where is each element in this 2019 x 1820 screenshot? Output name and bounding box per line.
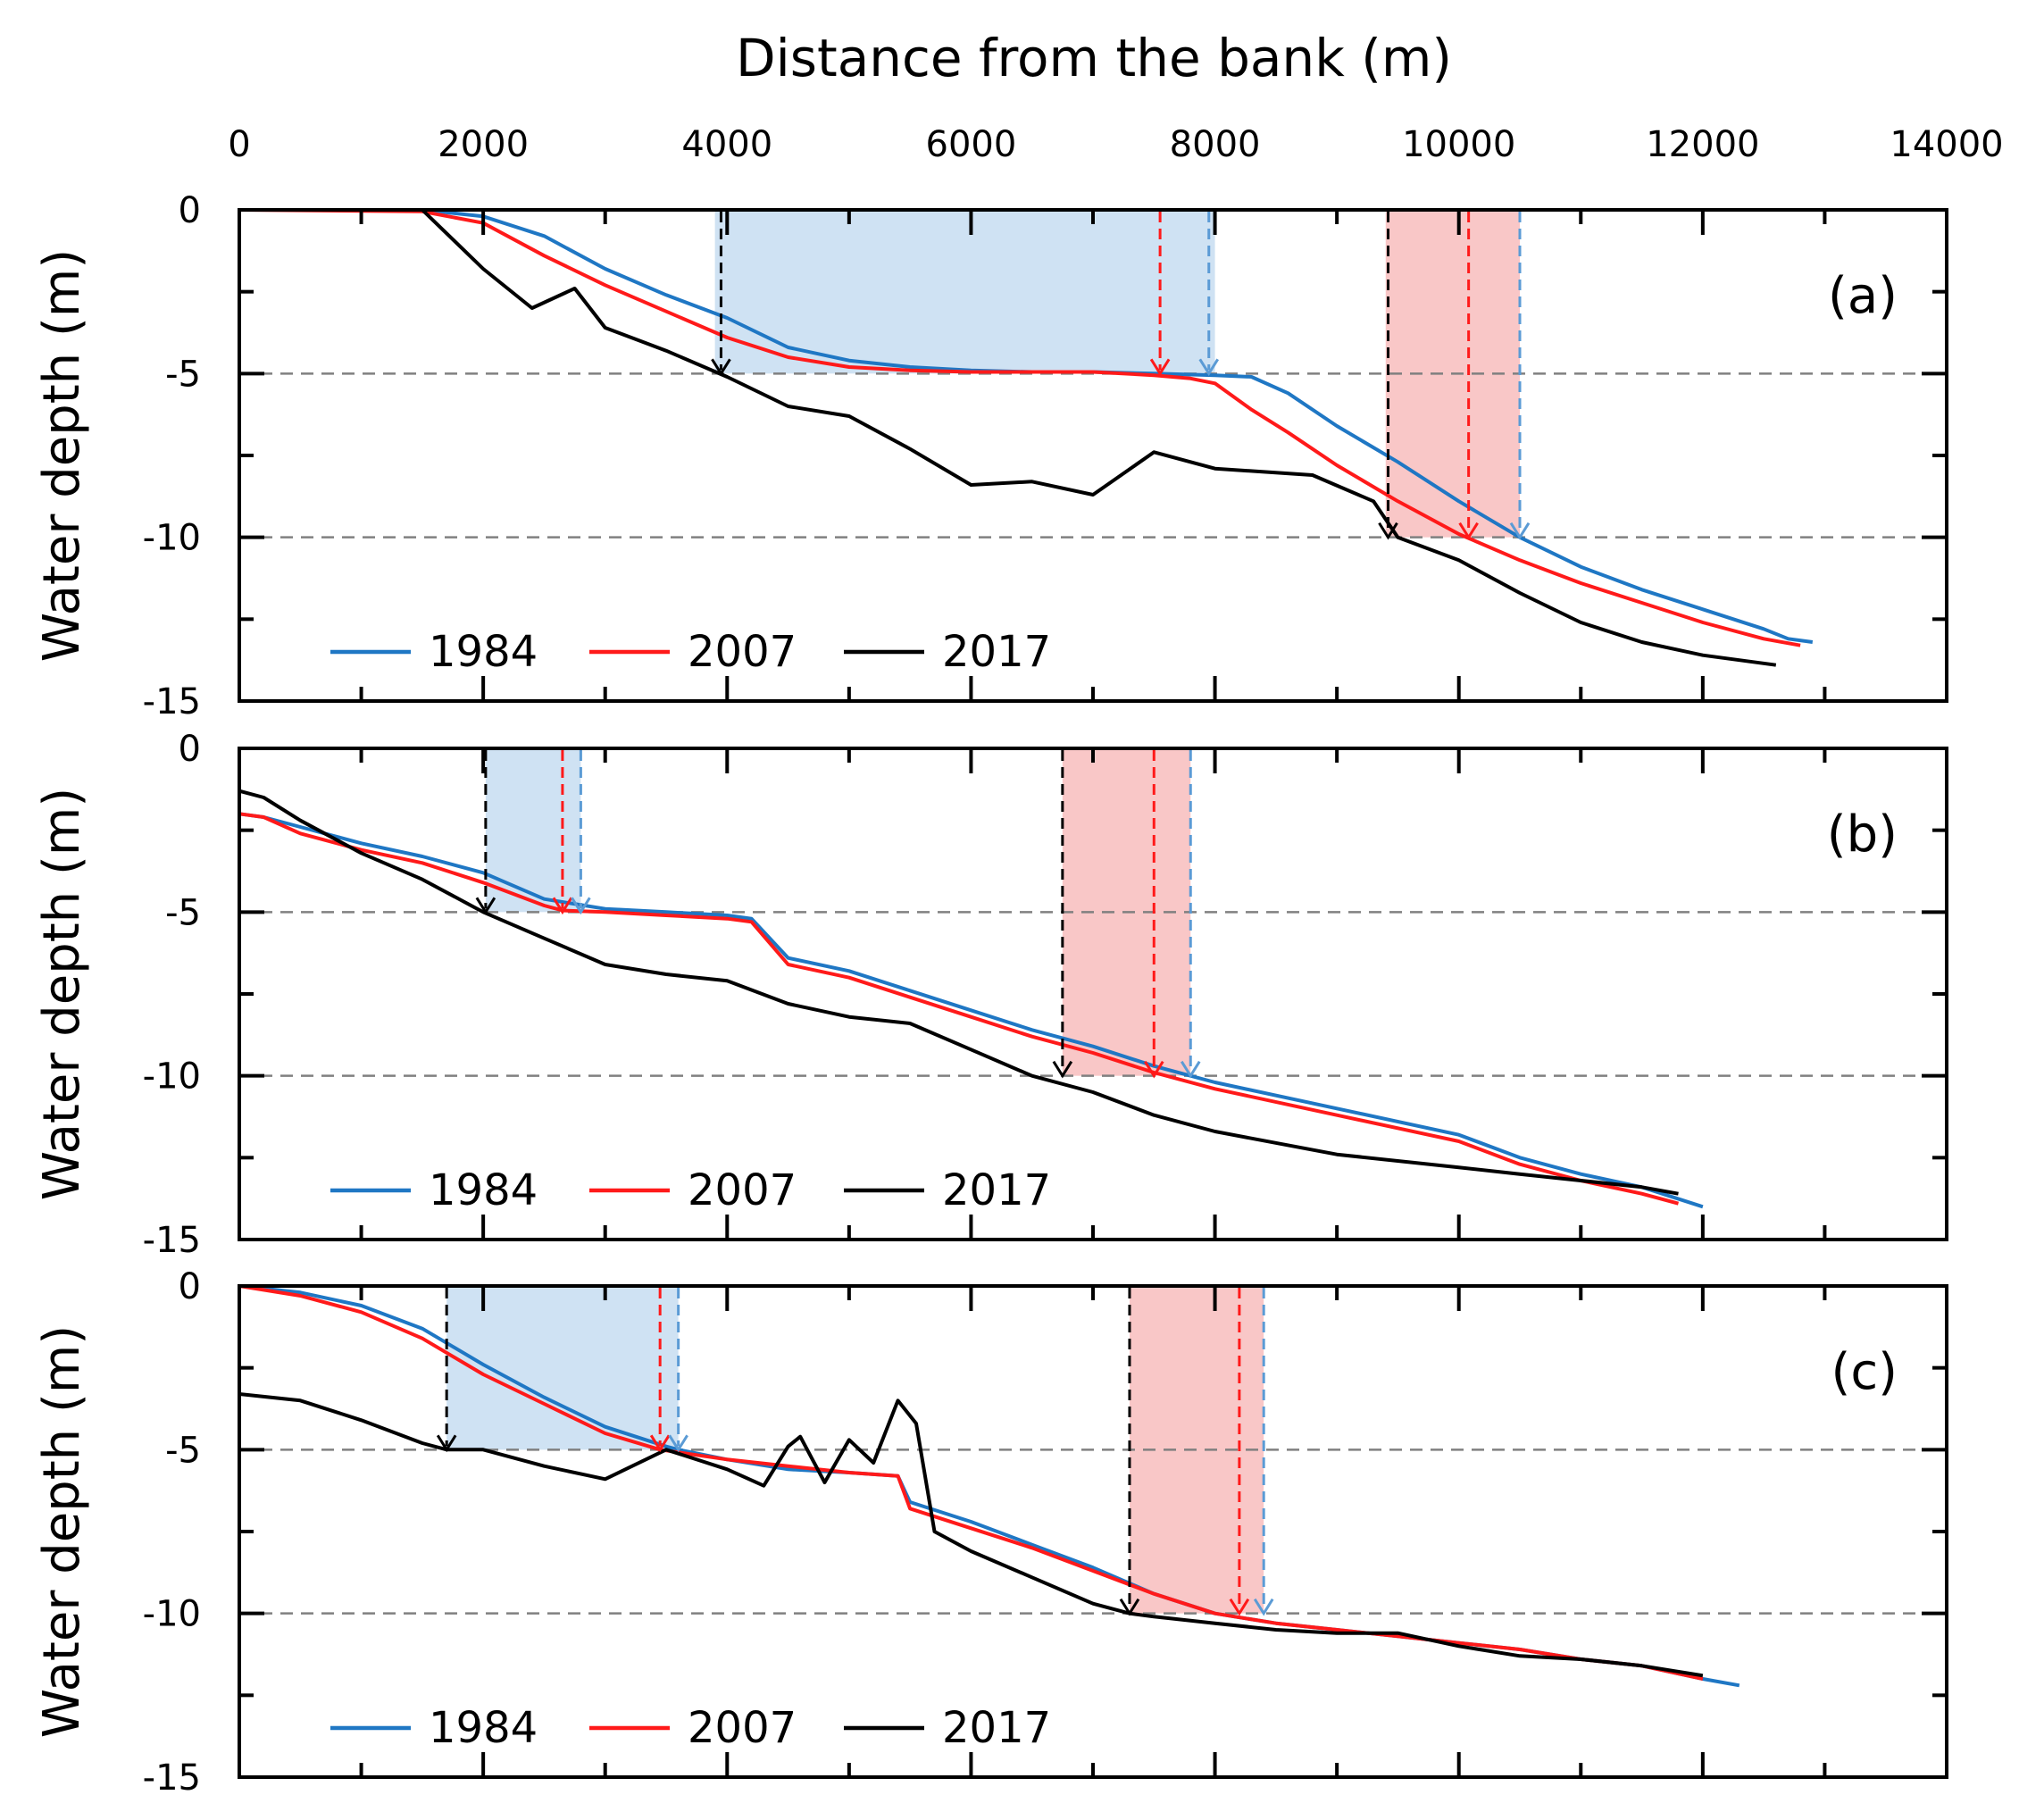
arrow-head-2017 [1119, 1598, 1140, 1616]
x-tick-label: 6000 [926, 124, 1017, 165]
blue-zone [446, 1286, 679, 1450]
arrow-head-1984 [1198, 358, 1220, 377]
x-axis-tick-labels: 0 2000 4000 6000 8000 10000 12000 14000 [228, 124, 2003, 165]
panel-2: 0 -5 -10 -15 Water depth (m) (c) 1984 2007 2017 [33, 1266, 1948, 1799]
x-tick-label: 4000 [681, 124, 772, 165]
legend-label-2017: 2017 [942, 1165, 1051, 1215]
y-tick-label: -15 [143, 681, 201, 722]
legend-label-1984: 1984 [429, 1165, 538, 1215]
arrow-head-2007 [1458, 522, 1479, 540]
arrow-head-2017 [475, 897, 496, 915]
series-line-2007 [238, 1284, 1704, 1681]
series-line-2017 [238, 789, 1679, 1196]
series-line-1984 [238, 812, 1704, 1209]
panel-1: 0 -5 -10 -15 Water depth (m) (b) 1984 2007 2017 [33, 729, 1948, 1261]
arrow-head-1984 [1509, 522, 1531, 540]
arrow-head-1984 [668, 1434, 688, 1453]
y-tick-label: 0 [179, 1266, 201, 1307]
y-tick-label: -10 [143, 1056, 201, 1098]
y-tick-label: -10 [143, 1594, 201, 1635]
y-axis-title: Water depth (m) [33, 1325, 91, 1738]
panel-0: 0 -5 -10 -15 Water depth (m) (a) 1984 2007 2017 [33, 190, 1948, 722]
x-tick-label: 8000 [1170, 124, 1261, 165]
x-tick-label: 12000 [1646, 124, 1759, 165]
series-line-2007 [238, 208, 1801, 647]
x-tick-label: 14000 [1890, 124, 2003, 165]
legend-label-2007: 2007 [688, 1703, 797, 1753]
arrow-head-2007 [649, 1434, 671, 1453]
series-line-2007 [238, 812, 1680, 1206]
panel-label: (a) [1828, 267, 1898, 325]
arrow-head-2007 [1144, 1060, 1164, 1079]
legend-label-2017: 2017 [942, 1703, 1051, 1753]
x-axis-title: Distance from the bank (m) [736, 28, 1452, 88]
y-tick-label: -15 [143, 1220, 201, 1261]
x-tick-label: 10000 [1402, 124, 1515, 165]
arrow-head-2007 [1149, 358, 1171, 377]
panel-label: (b) [1827, 806, 1898, 864]
y-tick-label: -15 [143, 1757, 201, 1799]
arrow-head-2007 [552, 897, 573, 915]
legend-label-2007: 2007 [688, 1165, 797, 1215]
arrow-head-2017 [711, 358, 731, 377]
y-tick-label: -5 [165, 354, 201, 395]
series-line-2017 [238, 1392, 1704, 1678]
arrow-head-1984 [1253, 1598, 1274, 1616]
arrow-head-2007 [1229, 1598, 1250, 1616]
arrow-head-2017 [436, 1434, 457, 1453]
y-tick-label: -10 [143, 518, 201, 559]
x-tick-label: 2000 [438, 124, 529, 165]
legend-label-1984: 1984 [429, 1703, 538, 1753]
legend-label-2007: 2007 [688, 627, 797, 677]
legend-label-1984: 1984 [429, 627, 538, 677]
y-tick-label: 0 [179, 190, 201, 231]
x-tick-label: 0 [228, 124, 250, 165]
panel-label: (c) [1831, 1343, 1898, 1401]
arrow-head-1984 [1180, 1060, 1201, 1079]
blue-zone [714, 211, 1215, 374]
y-tick-label: -5 [165, 1430, 201, 1471]
y-axis-title: Water depth (m) [33, 249, 91, 662]
series-line-2017 [239, 208, 1777, 667]
legend-label-2017: 2017 [942, 627, 1051, 677]
y-tick-label: 0 [179, 729, 201, 770]
arrow-head-2017 [1378, 522, 1398, 540]
y-axis-title: Water depth (m) [33, 788, 91, 1200]
arrow-head-2017 [1052, 1060, 1073, 1079]
arrow-head-1984 [571, 897, 591, 915]
blue-zone [485, 748, 581, 913]
y-tick-label: -5 [165, 892, 201, 933]
